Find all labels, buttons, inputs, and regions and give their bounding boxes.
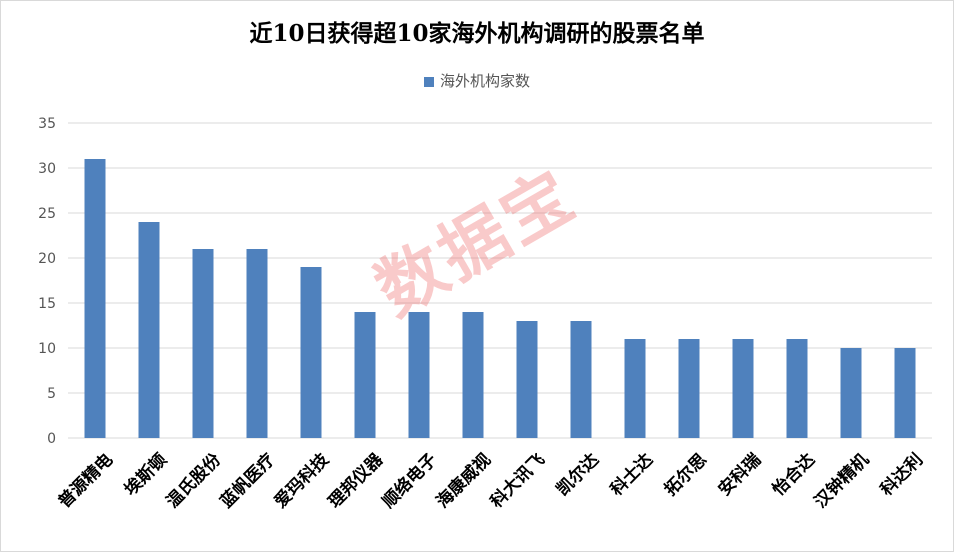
x-tick-label: 科大讯飞: [486, 449, 549, 512]
x-tick-label: 顺络电子: [378, 449, 441, 512]
y-tick-label: 10: [38, 341, 56, 357]
x-tick-label: 汉钟精机: [810, 449, 873, 512]
bar: [84, 159, 106, 438]
x-tick-label: 科达利: [876, 449, 927, 500]
x-tick-label: 蓝帆医疗: [216, 449, 279, 512]
x-tick-label: 爱玛科技: [270, 448, 334, 512]
x-tick-label: 安科瑞: [714, 449, 765, 500]
y-tick-label: 35: [38, 116, 56, 132]
bar: [462, 312, 484, 438]
bar: [246, 249, 268, 438]
chart-title: 近10日获得超10家海外机构调研的股票名单: [249, 20, 705, 47]
legend-label: 海外机构家数: [439, 72, 530, 90]
bar: [786, 339, 808, 438]
y-tick-labels: 0 5 10 15 20 25 30 35: [38, 116, 56, 447]
y-tick-label: 5: [47, 386, 56, 402]
bar: [894, 348, 916, 438]
y-tick-label: 30: [38, 161, 56, 177]
x-tick-label: 海康威视: [432, 449, 495, 512]
y-tick-label: 20: [38, 251, 56, 267]
bar: [138, 222, 160, 438]
bars: [84, 159, 916, 438]
x-tick-label: 科士达: [606, 449, 657, 500]
bar: [732, 339, 754, 438]
x-tick-label: 理邦仪器: [324, 448, 388, 512]
x-tick-label: 拓尔思: [660, 449, 711, 500]
y-tick-label: 25: [38, 206, 56, 222]
bar: [840, 348, 862, 438]
bar: [354, 312, 376, 438]
bar: [300, 267, 322, 438]
x-tick-label: 普源精电: [54, 449, 117, 512]
y-tick-label: 0: [47, 431, 56, 447]
bar: [192, 249, 214, 438]
legend: 海外机构家数: [0, 70, 954, 91]
y-tick-label: 15: [38, 296, 56, 312]
bar: [516, 321, 538, 438]
x-tick-label: 怡合达: [768, 449, 819, 500]
bar: [624, 339, 646, 438]
x-tick-label: 温氏股份: [162, 448, 226, 512]
x-tick-label: 埃斯顿: [120, 449, 171, 500]
bar: [408, 312, 430, 438]
x-tick-label: 凯尔达: [552, 449, 603, 500]
bar: [678, 339, 700, 438]
legend-swatch: [423, 77, 434, 87]
bar: [570, 321, 592, 438]
